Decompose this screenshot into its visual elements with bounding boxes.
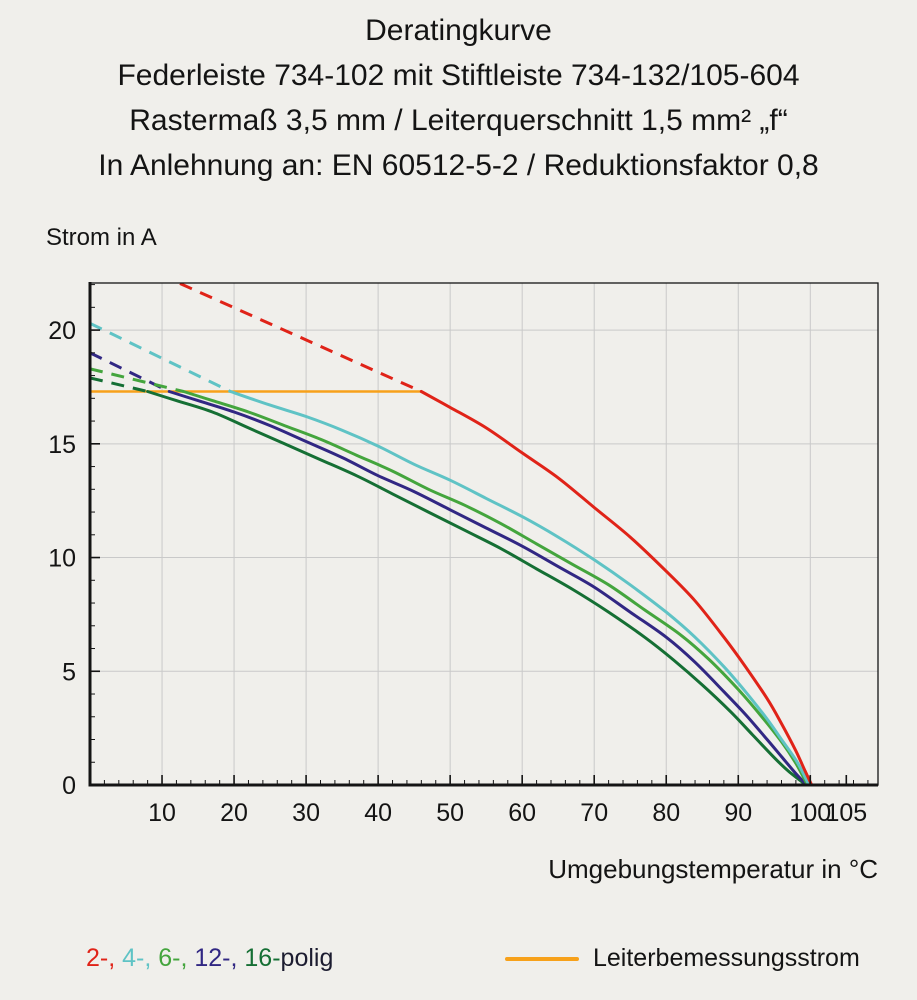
- chart-header: Deratingkurve Federleiste 734-102 mit St…: [0, 8, 917, 188]
- y-axis-title: Strom in A: [46, 224, 157, 251]
- poles-legend-part: 16-: [244, 944, 281, 972]
- y-tick-label: 10: [48, 545, 76, 573]
- x-tick-label: 90: [724, 799, 752, 827]
- x-tick-label: 10: [148, 799, 176, 827]
- chart-title: Deratingkurve: [365, 14, 552, 47]
- poles-legend: 2-, 4-, 6-, 12-, 16-polig: [86, 944, 333, 973]
- x-tick-label: 50: [436, 799, 464, 827]
- y-tick-label: 0: [62, 772, 76, 800]
- rated-current-swatch: [505, 956, 579, 961]
- curve-6-polig: [90, 367, 809, 785]
- y-tick-label: 20: [48, 317, 76, 345]
- rated-current-label: Leiterbemessungsstrom: [593, 944, 860, 972]
- curve-2-polig: [179, 283, 814, 785]
- poles-legend-part: 6-,: [158, 944, 195, 972]
- x-tick-label: 80: [652, 799, 680, 827]
- poles-legend-part: polig: [280, 944, 334, 972]
- x-tick-label: 40: [364, 799, 392, 827]
- curve-12-polig: [90, 351, 809, 785]
- curve-16-polig: [90, 376, 808, 785]
- chart-subtitle-line-3: In Anlehnung an: EN 60512-5-2 / Reduktio…: [98, 149, 819, 182]
- poles-legend-part: 12-,: [194, 944, 245, 972]
- chart-subtitle-line-2: Rastermaß 3,5 mm / Leiterquerschnitt 1,5…: [129, 104, 788, 137]
- x-tick-label: 100: [789, 799, 831, 827]
- x-tick-label: 20: [220, 799, 248, 827]
- chart-subtitle-line-1: Federleiste 734-102 mit Stiftleiste 734-…: [117, 59, 800, 92]
- poles-legend-part: 4-,: [122, 944, 159, 972]
- x-tick-label: 60: [508, 799, 536, 827]
- y-tick-label: 5: [62, 658, 76, 686]
- poles-legend-part: 2-,: [86, 944, 123, 972]
- rated-current-legend: Leiterbemessungsstrom: [505, 944, 860, 973]
- x-tick-label: 105: [825, 799, 867, 827]
- x-tick-label: 70: [580, 799, 608, 827]
- x-axis-title: Umgebungstemperatur in °C: [548, 854, 878, 884]
- curve-4-polig: [90, 321, 811, 785]
- y-tick-label: 15: [48, 431, 76, 459]
- chart-axes: [88, 282, 879, 787]
- x-tick-label: 30: [292, 799, 320, 827]
